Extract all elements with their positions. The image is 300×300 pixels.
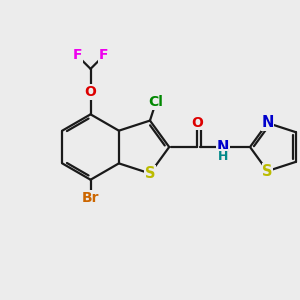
Text: N: N bbox=[261, 116, 274, 130]
Text: O: O bbox=[85, 85, 97, 99]
Text: Br: Br bbox=[82, 190, 99, 205]
Text: F: F bbox=[72, 49, 82, 62]
Text: O: O bbox=[191, 116, 203, 130]
Text: Cl: Cl bbox=[148, 95, 164, 109]
Text: H: H bbox=[218, 150, 228, 163]
Text: N: N bbox=[217, 140, 229, 154]
Text: S: S bbox=[262, 164, 273, 178]
Text: S: S bbox=[145, 166, 155, 181]
Text: F: F bbox=[99, 49, 109, 62]
